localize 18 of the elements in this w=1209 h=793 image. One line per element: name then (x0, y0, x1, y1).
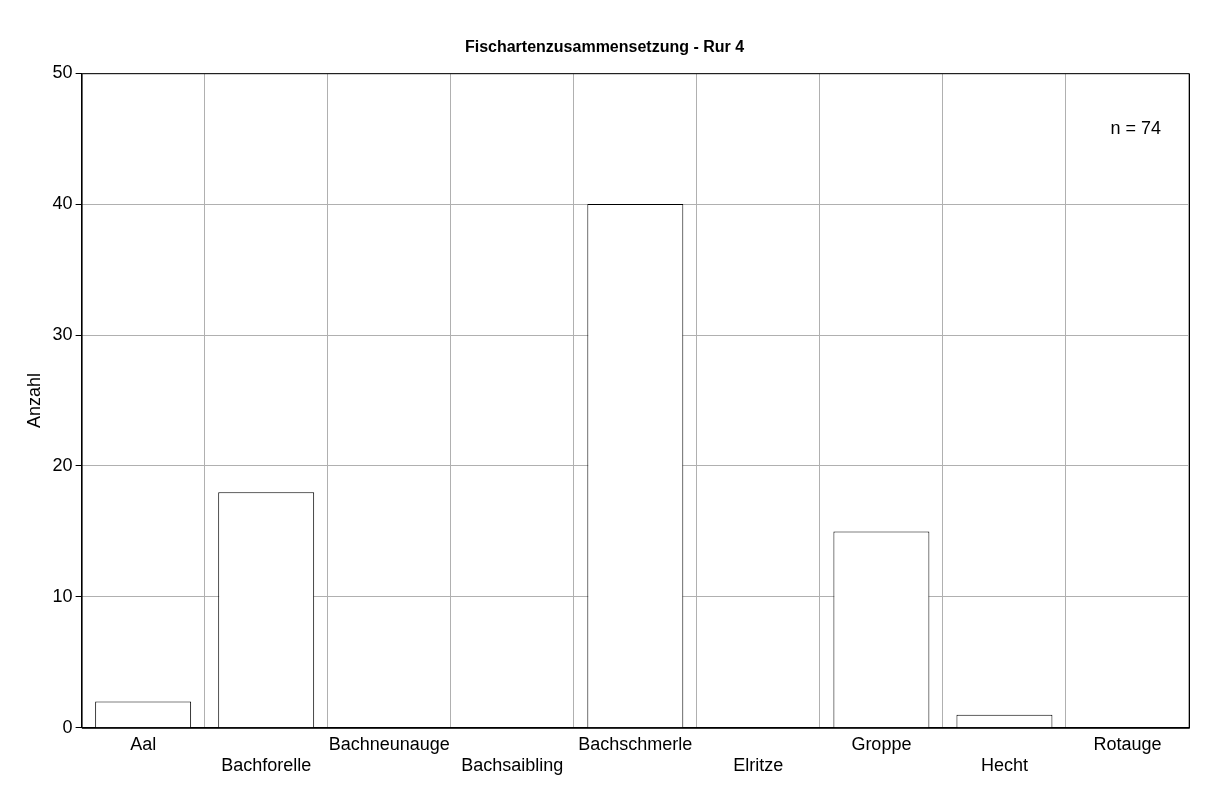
x-tick-label: Elritze (733, 755, 784, 776)
x-tick-label: Bachsaibling (461, 755, 564, 776)
x-tick-label: Bachschmerle (578, 733, 693, 754)
x-tick-label: Aal (130, 733, 157, 754)
y-tick-label: 10 (52, 585, 73, 606)
y-axis-title: Anzahl (23, 372, 44, 429)
annotation: n = 74 (1110, 118, 1161, 139)
x-tick-label: Groppe (851, 733, 912, 754)
x-tick-label: Bachneunauge (328, 733, 450, 754)
y-tick-label: 50 (52, 62, 73, 83)
y-tick-label: 0 (62, 716, 73, 737)
chart-title: Fischartenzusammensetzung - Rur 4 (464, 38, 745, 56)
y-tick-label: 20 (52, 454, 73, 475)
x-tick-label: Hecht (980, 755, 1028, 776)
x-tick-label: Bachforelle (221, 755, 312, 776)
y-tick-label: 40 (52, 193, 73, 214)
y-tick-label: 30 (52, 324, 73, 345)
x-tick-label: Rotauge (1093, 733, 1162, 754)
